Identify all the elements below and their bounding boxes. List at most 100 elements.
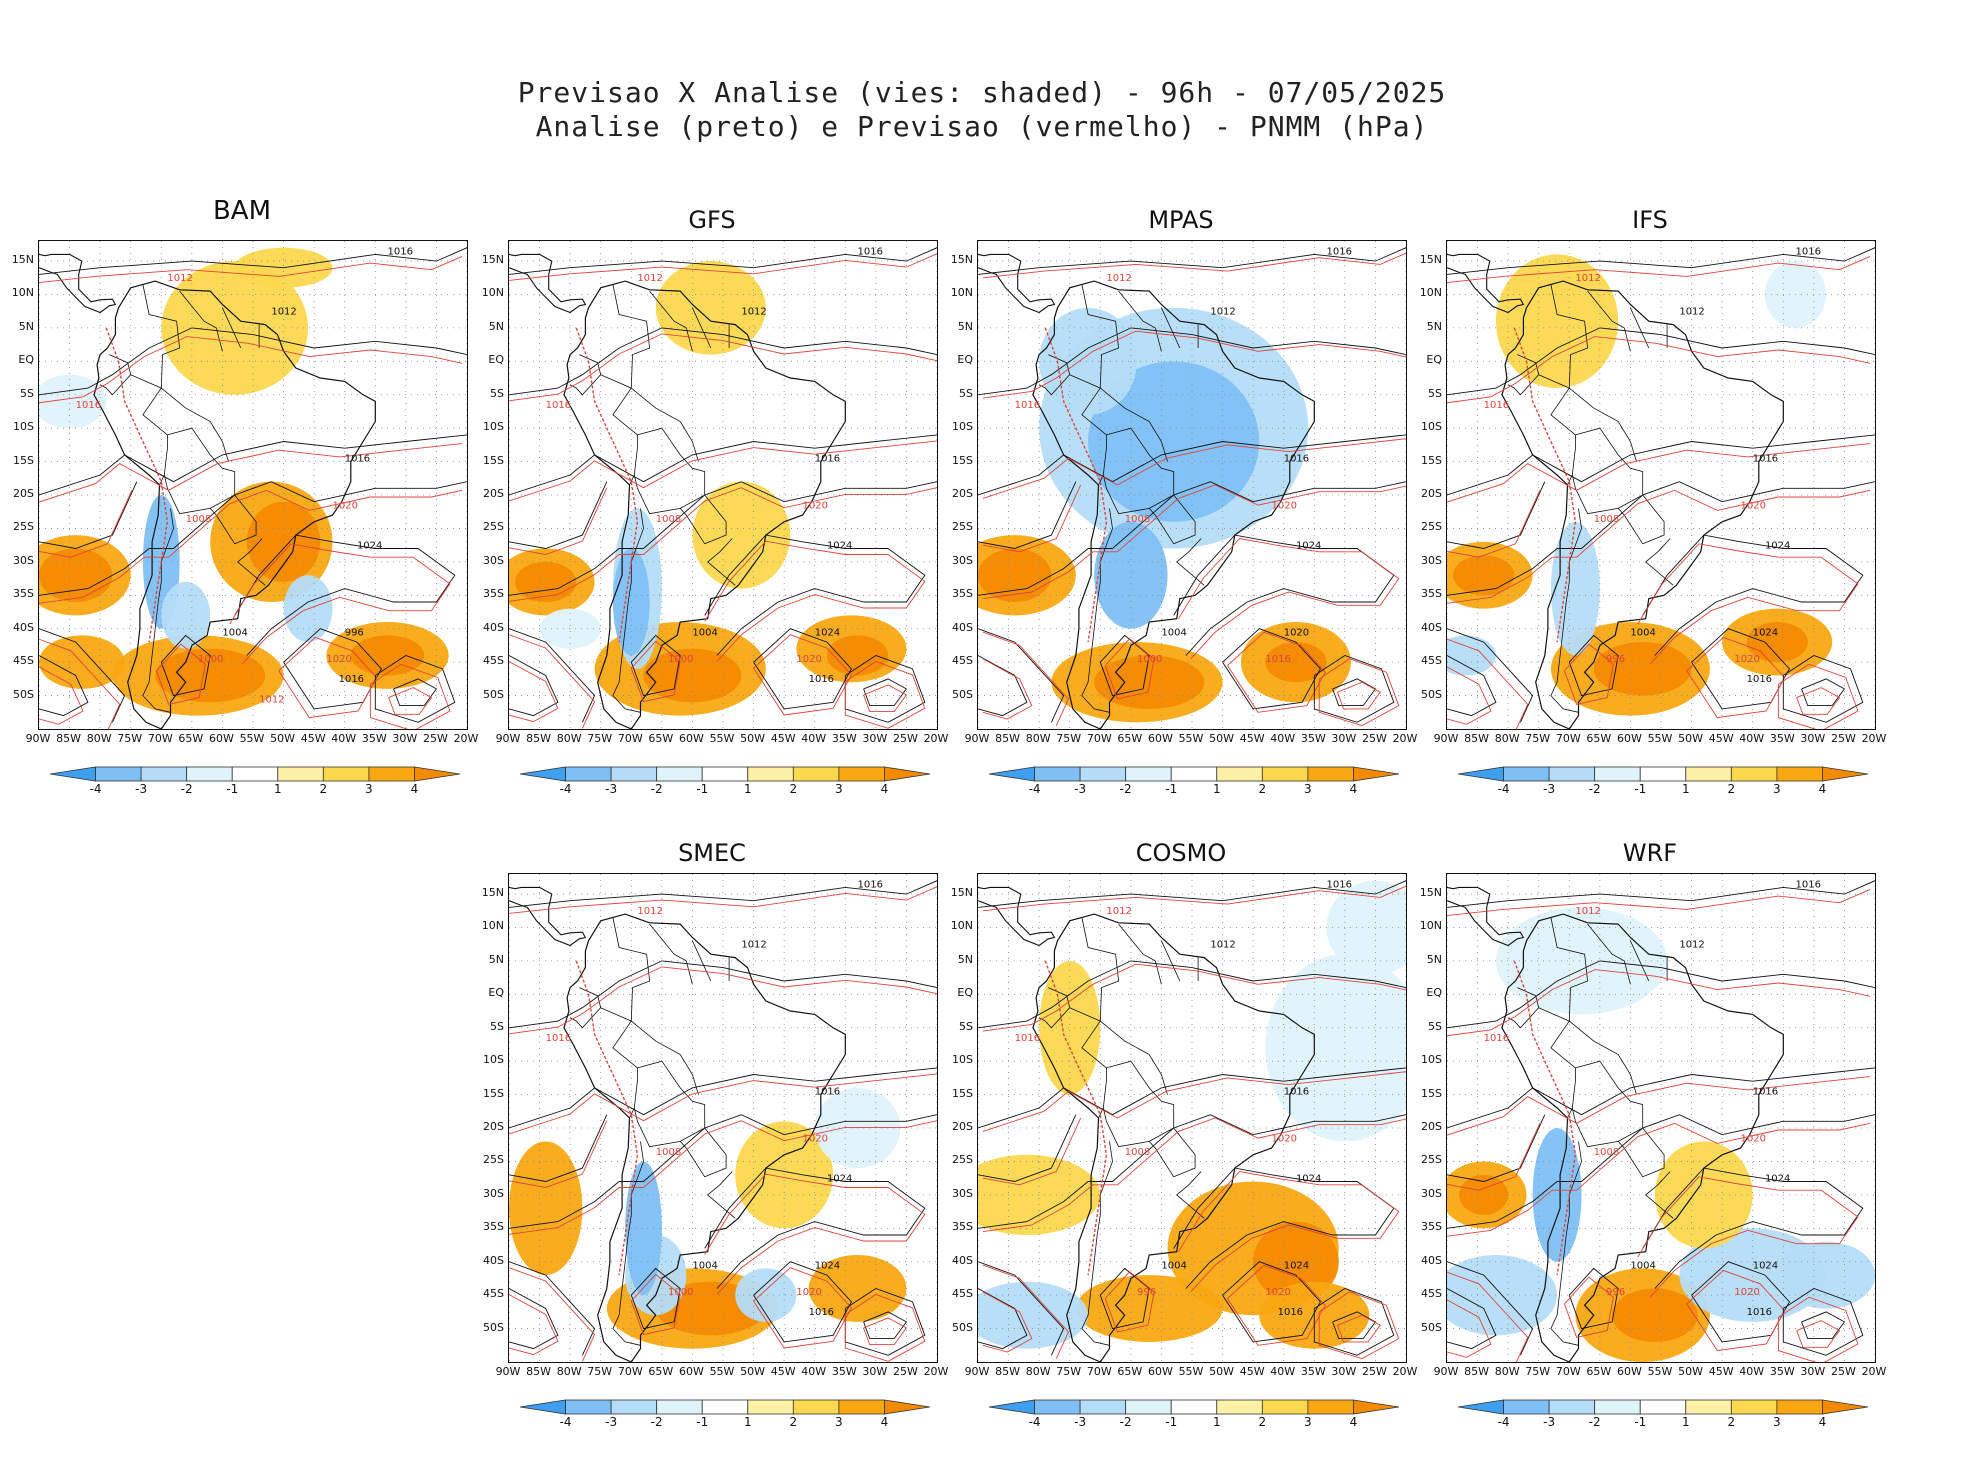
lon-tick-label: 30W	[1800, 732, 1826, 745]
contour-label: 1020	[796, 654, 821, 665]
analysis-isobar	[1642, 534, 1864, 656]
country-border	[631, 387, 699, 462]
map-plot: 1016 1012 1012 1016 1016 1020 1024 1008 1004 996 1…	[977, 873, 1407, 1363]
contour-label: 1000	[198, 654, 223, 665]
lat-tick-label: 30S	[952, 553, 973, 567]
bias-blob	[1094, 521, 1168, 629]
lon-tick-label: 45W	[770, 1365, 796, 1378]
colorbar-label: -1	[696, 1415, 709, 1429]
analysis-isobar	[39, 247, 467, 275]
analysis-isobar	[1447, 481, 1546, 549]
lon-tick-label: 50W	[740, 732, 765, 745]
lon-tick-label: 30W	[862, 1365, 888, 1378]
lat-tick-label: 10N	[11, 286, 34, 300]
lat-tick-label: 45S	[13, 654, 34, 668]
contour-label: 1016	[388, 246, 413, 257]
forecast-isobar	[982, 484, 1082, 553]
colorbar-label: 2	[789, 782, 798, 796]
lon-tick-label: 60W	[1147, 1365, 1173, 1378]
forecast-isobar	[509, 1120, 937, 1235]
country-border	[612, 1141, 644, 1346]
lat-tick-label: 15N	[950, 886, 973, 900]
analysis-isobar	[978, 655, 1028, 717]
lat-tick-label: 10S	[483, 420, 504, 434]
panel-title: COSMO	[1135, 839, 1227, 867]
country-border	[1550, 508, 1582, 713]
contour-label: 1012	[271, 307, 296, 318]
map-svg: 1016 1012 1012 1016 1016 1020 1024 1008 1004 996 1…	[978, 874, 1406, 1362]
contour-label: 1016	[1484, 400, 1509, 411]
colorbar-label: 4	[410, 782, 419, 796]
contour-label: 1016	[1265, 654, 1290, 665]
lat-tick-label: 30S	[1421, 553, 1442, 567]
lon-tick-label: 65W	[1117, 1365, 1143, 1378]
forecast-isobar	[509, 1073, 937, 1135]
analysis-isobar	[1782, 655, 1864, 723]
forecast-isobar	[509, 634, 596, 729]
bias-blob	[1495, 907, 1668, 1015]
colorbar-segment	[656, 766, 703, 782]
lon-tick-label: 90W	[964, 1365, 990, 1378]
colorbar-segment	[884, 766, 931, 782]
lon-tick-label: 70W	[617, 732, 643, 745]
analysis-isobar	[978, 1067, 1406, 1129]
lat-tick-label: EQ	[488, 353, 504, 367]
lat-tick-label: 35S	[13, 587, 34, 601]
lat-tick-label: 35S	[483, 1220, 504, 1234]
forecast-isobar	[1447, 1123, 1541, 1191]
analysis-isobar	[509, 880, 937, 908]
lon-tick-label: 85W	[1464, 732, 1489, 745]
bias-shading	[1447, 907, 1875, 1362]
contour-label: 1024	[1284, 1260, 1309, 1271]
country-border	[1081, 1141, 1113, 1346]
lon-tick-label: 50W	[270, 732, 295, 745]
lon-tick-label: 65W	[1586, 732, 1612, 745]
forecast-isobar	[388, 687, 433, 715]
colorbar-segment	[1034, 766, 1081, 782]
forecast-isobar	[509, 487, 608, 555]
contour-label: 1020	[1265, 1287, 1290, 1298]
colorbar-label: -1	[1165, 1415, 1178, 1429]
country-border	[1587, 923, 1631, 985]
colorbar-label: 1	[743, 1415, 752, 1429]
lon-tick-label: 20W	[1392, 1365, 1418, 1378]
lat-tick-label: 5S	[1428, 1019, 1442, 1033]
country-border	[1118, 290, 1162, 352]
map-plot: 1016 1012 1012 1016 1016 1020 1024 1008 1004 1000…	[38, 240, 468, 730]
andes-forecast-isobars	[105, 327, 169, 643]
colorbar-label: -4	[1028, 782, 1041, 796]
lat-tick-label: 50S	[483, 1320, 504, 1334]
colorbar-segment	[1457, 1399, 1504, 1415]
lat-tick-label: 25S	[1421, 1153, 1442, 1167]
contour-label: 1020	[1734, 654, 1759, 665]
analysis-isobar	[630, 1267, 681, 1330]
colorbar-label: 1	[1212, 1415, 1221, 1429]
analysis-isobar	[1222, 1261, 1321, 1343]
lat-tick-label: 40S	[952, 620, 973, 634]
lat-tick-label: 50S	[1421, 687, 1442, 701]
analysis-isobar	[1099, 1267, 1150, 1330]
colorbar: -4 -3 -2 -1 1 2 3 4	[1457, 1399, 1869, 1433]
colorbar-segment	[1639, 1399, 1687, 1415]
lon-tick-label: 35W	[1300, 1365, 1326, 1378]
contour-label: 1016	[1747, 674, 1772, 685]
bias-blob	[539, 608, 601, 649]
bias-blob	[1326, 880, 1406, 975]
lat-tick-label: 50S	[952, 687, 973, 701]
country-border	[1038, 987, 1071, 1029]
colorbar-segment	[1822, 1399, 1869, 1415]
lon-tick-label: 85W	[526, 732, 551, 745]
map-plot: 1016 1012 1012 1016 1016 1020 1024 1008 1004 996 1…	[1446, 240, 1876, 730]
lat-tick-label: 35S	[483, 587, 504, 601]
country-border	[679, 1127, 727, 1178]
colorbar-label: -4	[1497, 782, 1510, 796]
analysis-isobar	[509, 247, 937, 275]
contour-label: 1012	[1106, 273, 1131, 284]
colorbar-segment	[1548, 766, 1596, 782]
andes-forecast-isobars	[575, 327, 639, 643]
analysis-isobar	[1447, 960, 1875, 1029]
panel-wrf: WRF 1016 1012 1012 1016 1016 1020 1024 1008 1004 9…	[1406, 833, 1894, 1461]
contour-label: 1016	[1753, 1087, 1778, 1098]
contour-label: 1024	[815, 627, 840, 638]
panel-ifs: IFS 1016 1012 1012 1016 1016 1020 1024 1008 1004 9…	[1406, 200, 1894, 828]
